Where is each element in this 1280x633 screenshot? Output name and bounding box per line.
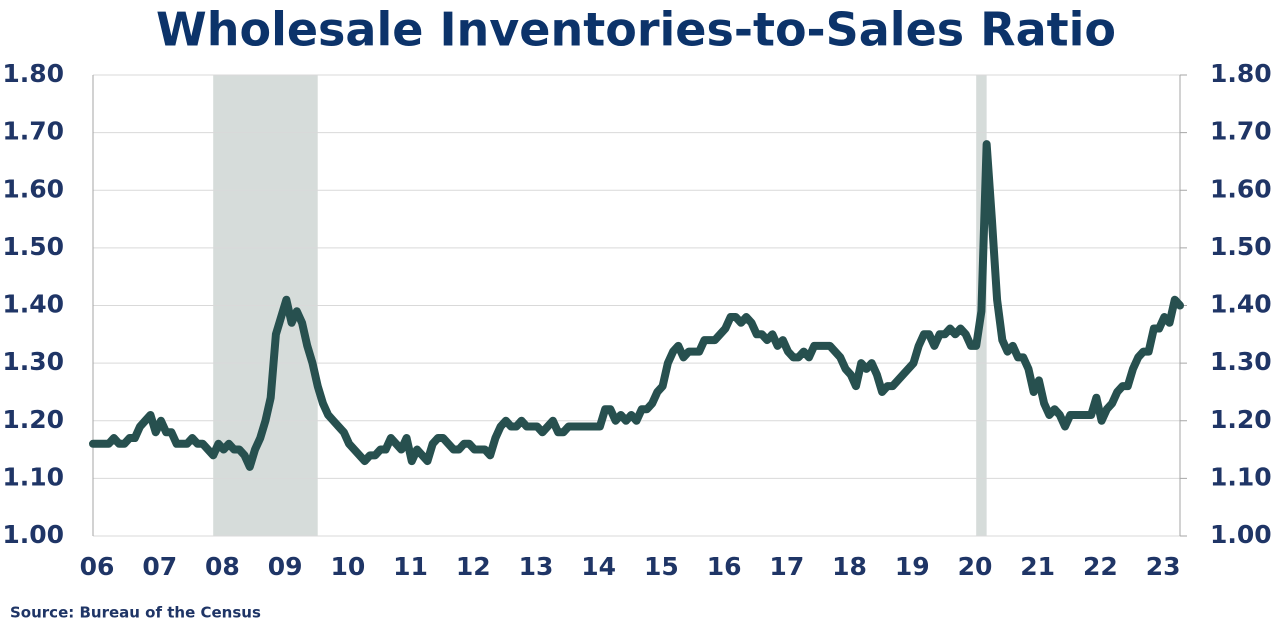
x-tick-label: 23 xyxy=(1146,552,1181,581)
y2-tick-label: 1.40 xyxy=(1210,290,1272,319)
x-tick-label: 06 xyxy=(80,552,115,581)
y2-tick-label: 1.80 xyxy=(1210,59,1272,88)
data-line xyxy=(89,140,1184,471)
y2-tick-label: 1.70 xyxy=(1210,117,1272,146)
y2-tick-label: 1.00 xyxy=(1210,520,1272,549)
x-tick-label: 10 xyxy=(330,552,365,581)
y-tick-label: 1.00 xyxy=(2,520,64,549)
y-tick-label: 1.50 xyxy=(2,232,64,261)
x-tick-label: 17 xyxy=(769,552,804,581)
y-tick-label: 1.40 xyxy=(2,290,64,319)
y2-tick-label: 1.60 xyxy=(1210,174,1272,203)
y-tick-label: 1.60 xyxy=(2,174,64,203)
x-tick-label: 20 xyxy=(958,552,993,581)
x-tick-label: 19 xyxy=(895,552,930,581)
x-tick-label: 21 xyxy=(1020,552,1055,581)
y-tick-label: 1.70 xyxy=(2,117,64,146)
y-tick-label: 1.30 xyxy=(2,347,64,376)
x-tick-label: 11 xyxy=(393,552,428,581)
x-tick-label: 15 xyxy=(644,552,679,581)
x-tick-label: 14 xyxy=(581,552,616,581)
x-tick-label: 18 xyxy=(832,552,867,581)
x-tick-label: 07 xyxy=(142,552,177,581)
y2-tick-label: 1.20 xyxy=(1210,405,1272,434)
y2-tick-label: 1.50 xyxy=(1210,232,1272,261)
source-note: Source: Bureau of the Census xyxy=(10,604,261,622)
x-tick-label: 08 xyxy=(205,552,240,581)
x-tick-label: 13 xyxy=(519,552,554,581)
x-tick-label: 22 xyxy=(1083,552,1118,581)
x-tick-label: 16 xyxy=(707,552,742,581)
y-tick-label: 1.20 xyxy=(2,405,64,434)
y-tick-label: 1.10 xyxy=(2,462,64,491)
x-tick-label: 12 xyxy=(456,552,491,581)
x-tick-label: 09 xyxy=(268,552,303,581)
y2-tick-label: 1.10 xyxy=(1210,462,1272,491)
y-tick-label: 1.80 xyxy=(2,59,64,88)
y2-tick-label: 1.30 xyxy=(1210,347,1272,376)
chart-title: Wholesale Inventories-to-Sales Ratio xyxy=(156,3,1116,57)
